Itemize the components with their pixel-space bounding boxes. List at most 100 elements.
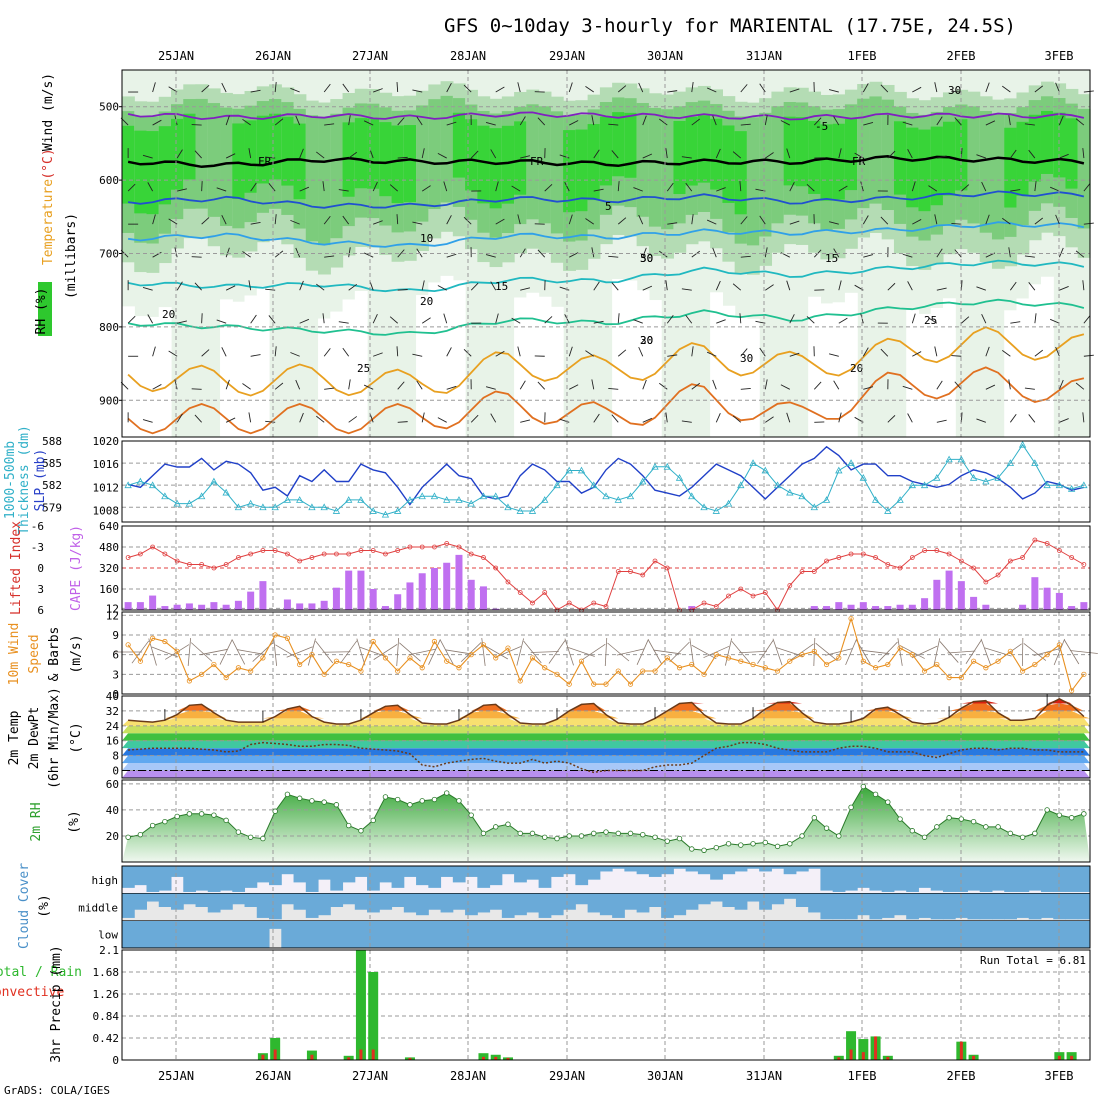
wind-barb xyxy=(936,287,947,291)
cloud-cover-bar xyxy=(538,866,552,888)
panel-label-temp: 2m Temp xyxy=(7,710,22,765)
lifted-index-point xyxy=(321,551,327,557)
wind-barb xyxy=(976,286,987,291)
wind-barb xyxy=(985,384,996,390)
cape-tick: 640 xyxy=(99,520,119,533)
rh-point xyxy=(713,844,719,851)
rh-point xyxy=(1068,815,1075,821)
temp-tick: 24 xyxy=(106,720,120,733)
thickness-point xyxy=(761,466,769,474)
wind-barb xyxy=(372,313,378,324)
wind-barb xyxy=(1082,280,1085,291)
wind-barb xyxy=(862,347,869,357)
rh-point xyxy=(578,833,585,839)
lifted-index-point xyxy=(297,558,303,564)
cloud-cover-bar xyxy=(869,920,883,948)
wind-barb xyxy=(1058,247,1064,258)
wind-barb xyxy=(838,148,842,159)
cloud-cover-bar xyxy=(648,920,662,948)
cloud-cover-bar xyxy=(967,866,981,891)
wind-barb xyxy=(490,149,497,159)
wind-frame xyxy=(121,611,1091,695)
rh-dry-shading xyxy=(134,316,148,437)
wind-barb xyxy=(324,387,335,390)
cloud-cover-bar xyxy=(661,893,674,918)
rh-point xyxy=(848,804,854,811)
thickness-point xyxy=(1067,485,1076,492)
wind-barb xyxy=(544,316,553,324)
wind-barb xyxy=(363,384,374,390)
rh-dry-shading xyxy=(220,299,233,437)
cloud-cover-bar xyxy=(1004,866,1017,892)
wind-barb-10m xyxy=(724,638,733,666)
cloud-cover-bar xyxy=(367,866,380,891)
thickness-point xyxy=(553,481,561,489)
panel-label-upper: (°C) xyxy=(41,148,56,179)
lifted-index-point xyxy=(517,590,523,595)
rh-point xyxy=(725,841,732,847)
wind-barb xyxy=(1028,149,1036,159)
wind-barb xyxy=(833,380,840,390)
wind-barb xyxy=(691,214,694,225)
wind-barb xyxy=(611,282,619,291)
rh-shading xyxy=(501,125,515,204)
wind-barb xyxy=(221,214,227,225)
wind-barb xyxy=(666,314,674,324)
wind-barb xyxy=(593,188,604,192)
thickness-point xyxy=(602,492,610,500)
wind-barb xyxy=(911,181,916,192)
thickness-point xyxy=(822,496,831,503)
lifted-index-point xyxy=(566,600,572,606)
lifted-index-point xyxy=(358,548,364,553)
wind-speed-point xyxy=(125,642,131,648)
wind-barb xyxy=(194,150,202,159)
credit-label: GrADS: COLA/IGES xyxy=(4,1084,110,1097)
wind-barb xyxy=(712,247,717,258)
wind-barb xyxy=(537,381,546,390)
wind-barb xyxy=(1083,222,1094,225)
rh-dry-shading xyxy=(526,292,540,437)
cloud-cover-bar xyxy=(563,920,576,948)
cloud-cover-bar xyxy=(1053,893,1066,920)
wind-barb xyxy=(862,215,869,225)
cloud-cover-bar xyxy=(318,893,331,916)
panel-label-precip: Total / Rain xyxy=(0,965,82,980)
thickness-point xyxy=(234,503,243,511)
wind-barb xyxy=(250,182,257,192)
wind-barb xyxy=(1024,123,1035,126)
wind-barb xyxy=(216,319,227,324)
isotherm-label: FR xyxy=(852,155,866,168)
lifted-index-point xyxy=(628,569,633,574)
thickness-point xyxy=(1043,481,1051,489)
wind-barb xyxy=(274,118,284,126)
cloud-cover-bar xyxy=(391,866,405,888)
wind-barb xyxy=(191,256,202,258)
thickness-line xyxy=(127,443,1085,516)
rh-point xyxy=(1044,807,1050,813)
wind-barb xyxy=(659,118,668,126)
thickness-point xyxy=(847,459,855,466)
wind-barb xyxy=(806,183,815,192)
wind-barb xyxy=(397,381,405,390)
thickness-point xyxy=(222,488,230,496)
wind-barb xyxy=(396,82,399,93)
precip-tick: 2.1 xyxy=(99,944,119,957)
date-label-top: 2FEB xyxy=(947,49,976,63)
wind-barb xyxy=(373,88,383,93)
lifted-index-point xyxy=(309,555,315,560)
wind-barb xyxy=(421,280,425,291)
wind-barb xyxy=(1075,250,1085,258)
lifted-index-point xyxy=(186,562,192,567)
cloud-cover-bar xyxy=(991,866,1005,891)
wind-barb xyxy=(1083,183,1091,192)
lifted-index-point xyxy=(334,551,339,557)
wind-barb-10m xyxy=(286,646,313,658)
lifted-index-point xyxy=(211,565,217,571)
cape-bar xyxy=(921,598,929,610)
cloud-cover-bar xyxy=(367,893,380,913)
wind-barb xyxy=(290,352,300,357)
lifted-index-point xyxy=(383,551,388,557)
wind-speed-point xyxy=(652,668,658,674)
wind-barb-10m xyxy=(790,643,814,661)
wind-barb xyxy=(322,181,325,192)
